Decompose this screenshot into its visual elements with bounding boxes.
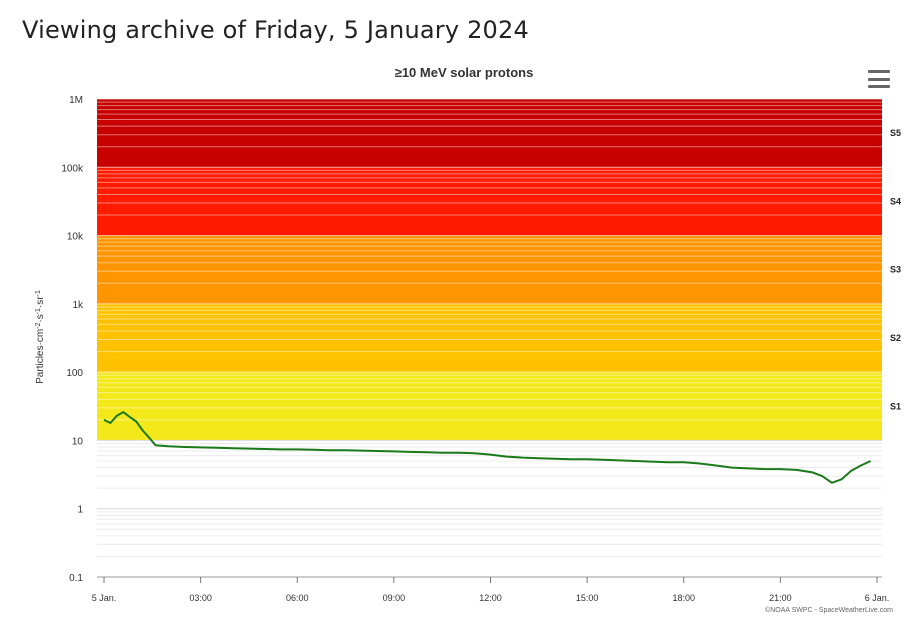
y-tick-label: 10 bbox=[72, 436, 84, 447]
x-tick-label: 12:00 bbox=[479, 593, 502, 603]
band-label-s2: S2 bbox=[890, 333, 901, 343]
y-tick-label: 10k bbox=[67, 232, 84, 243]
band-s1 bbox=[97, 372, 882, 441]
x-tick-label: 09:00 bbox=[383, 593, 406, 603]
y-tick-label: 1 bbox=[77, 505, 83, 516]
x-tick-label: 03:00 bbox=[189, 593, 212, 603]
x-tick-label: 18:00 bbox=[672, 593, 695, 603]
series-line-0 bbox=[103, 411, 872, 484]
y-tick-label: 1M bbox=[69, 95, 83, 106]
band-label-s3: S3 bbox=[890, 265, 901, 275]
band-s2 bbox=[97, 303, 882, 373]
band-label-s1: S1 bbox=[890, 401, 901, 411]
x-tick-label: 6 Jan. bbox=[865, 593, 890, 603]
y-tick-label: 100 bbox=[66, 368, 83, 379]
y-tick-label: 1k bbox=[72, 300, 84, 311]
series-group bbox=[103, 411, 872, 484]
x-tick-label: 06:00 bbox=[286, 593, 309, 603]
x-axis: 5 Jan. 03:00 06:00 09:00 12:00 15:00 18:00 21:0… bbox=[92, 576, 890, 603]
x-tick-label: 5 Jan. bbox=[92, 593, 117, 603]
x-tick-label: 21:00 bbox=[769, 593, 792, 603]
gridlines bbox=[97, 101, 882, 557]
band-s5 bbox=[97, 99, 882, 168]
severity-bands: S1 S2 S3 S4 S5 bbox=[97, 99, 901, 441]
page-title: Viewing archive of Friday, 5 January 202… bbox=[22, 16, 529, 44]
y-tick-label: 0.1 bbox=[69, 573, 83, 584]
band-s3 bbox=[97, 235, 882, 304]
y-tick-label: 100k bbox=[61, 163, 84, 174]
band-label-s4: S4 bbox=[890, 196, 901, 206]
chart-credit: ©NOAA SWPC - SpaceWeatherLive.com bbox=[765, 606, 893, 614]
x-tick-label: 15:00 bbox=[576, 593, 599, 603]
chart-title: ≥10 MeV solar protons bbox=[395, 65, 534, 80]
band-label-s5: S5 bbox=[890, 128, 901, 138]
hamburger-menu-icon[interactable] bbox=[868, 70, 890, 88]
band-s4 bbox=[97, 167, 882, 236]
y-axis-label: Particles·cm-2·s-1·sr-1 bbox=[35, 290, 47, 384]
